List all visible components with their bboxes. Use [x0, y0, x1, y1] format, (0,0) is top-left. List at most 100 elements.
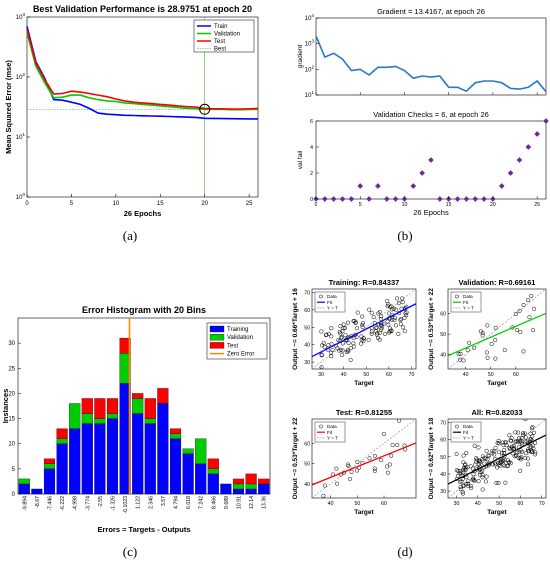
data-point	[344, 350, 349, 355]
data-point	[402, 328, 407, 334]
data-point	[351, 341, 356, 346]
data-point	[397, 419, 402, 423]
data-point	[456, 510, 460, 514]
data-point	[523, 419, 528, 422]
data-point	[343, 333, 348, 338]
data-point	[529, 293, 534, 299]
data-point	[476, 479, 481, 484]
x-tick-label: 5	[359, 202, 362, 208]
histogram-bar-test	[207, 458, 219, 470]
x-tick-label: 3.57	[161, 496, 167, 506]
error-histogram-plot: 0 5 10 15 20 25 30 -9.894 -8.67 -7.446 -6.222 -4.99…	[1, 305, 271, 534]
y-tick-label: 100	[16, 192, 26, 201]
data-point	[519, 449, 525, 454]
x-tick-label: -0.1023	[123, 496, 129, 514]
data-point	[379, 314, 384, 319]
fail-point	[383, 196, 390, 202]
data-point	[360, 325, 365, 330]
y-axis-label: Instances	[1, 389, 10, 424]
data-point	[458, 484, 463, 490]
legend-label: Y = T	[463, 436, 474, 441]
histogram-bar-training	[169, 438, 182, 495]
legend-label: Y = T	[327, 436, 338, 441]
data-point	[485, 323, 490, 328]
x-tick-label: 0	[25, 201, 29, 207]
histogram-bar-training	[207, 473, 219, 495]
fail-point	[374, 183, 381, 189]
data-point	[460, 491, 466, 496]
data-point	[531, 446, 536, 451]
histogram-bar-validation	[207, 468, 219, 475]
fail-point	[348, 196, 355, 202]
histogram-bar-validation	[94, 418, 106, 424]
legend-label: Best	[214, 47, 226, 53]
y-tick-label: 15	[8, 417, 15, 423]
chart-title: Gradient = 13.4167, at epoch 26	[377, 7, 485, 16]
histogram-bar-training	[94, 423, 106, 495]
data-point	[400, 300, 405, 305]
data-point	[377, 330, 383, 335]
data-point	[456, 351, 461, 356]
plot-area	[312, 419, 416, 498]
caption-d: (d)	[397, 544, 412, 559]
fail-point	[525, 144, 532, 150]
caption-a: (a)	[123, 228, 137, 243]
data-point	[388, 326, 393, 331]
data-point	[393, 307, 398, 312]
data-point	[511, 443, 516, 448]
data-point	[493, 338, 498, 343]
data-point	[498, 460, 503, 465]
data-point	[377, 309, 382, 315]
y-tick-label: 0	[12, 492, 16, 498]
x-tick-label: 40	[341, 372, 347, 378]
plot-area	[448, 419, 546, 514]
data-point	[342, 325, 348, 331]
histogram-bar-test	[81, 398, 93, 414]
series-line-train	[26, 26, 258, 120]
data-point	[461, 467, 466, 472]
data-point	[340, 341, 345, 346]
histogram-bar-validation	[245, 483, 257, 490]
fit-line	[448, 312, 546, 357]
data-point	[387, 329, 392, 334]
data-point	[507, 433, 512, 438]
data-point	[509, 435, 514, 441]
data-point	[383, 331, 388, 336]
x-tick-label: 7.242	[199, 496, 205, 509]
x-axis-label: Target	[354, 380, 374, 387]
x-tick-label: 40	[463, 372, 469, 378]
data-point	[519, 455, 524, 460]
data-point	[369, 310, 374, 315]
data-point	[532, 306, 537, 311]
data-point	[374, 332, 379, 337]
x-tick-label: 60	[513, 372, 519, 378]
histogram-bar-validation	[132, 398, 144, 414]
fail-point	[428, 157, 434, 163]
x-axis-label: Target	[487, 380, 507, 387]
x-tick-label: 40	[328, 501, 334, 507]
y-axis-label: gradient	[297, 45, 304, 69]
x-tick-label: 15	[157, 201, 164, 207]
data-point	[337, 329, 342, 335]
y-tick-label: 60	[304, 441, 310, 447]
legend-label: Data	[327, 424, 337, 429]
data-point	[514, 453, 519, 458]
data-point	[480, 330, 485, 335]
y-tick-label: 60	[440, 312, 446, 318]
x-tick-label: 50	[363, 372, 369, 378]
histogram-bar-test	[157, 388, 169, 404]
data-point	[525, 298, 531, 303]
x-tick-label: 70	[539, 501, 545, 507]
x-tick-label: 15	[446, 202, 452, 208]
fail-point	[498, 183, 505, 189]
data-point	[496, 438, 501, 443]
data-point	[467, 340, 472, 345]
data-point	[464, 451, 469, 456]
fail-point	[516, 157, 523, 163]
y-axis-label: Output ~= 0.53*Target + 22	[292, 417, 299, 499]
y-axis-label: Output ~= 0.53*Target + 22	[428, 288, 435, 370]
performance-plot: 0 5 10 15 20 25 100 101 102 103 Best Validation Pe…	[4, 4, 259, 218]
data-point	[351, 344, 356, 349]
data-point	[523, 451, 528, 456]
data-point	[478, 460, 483, 465]
